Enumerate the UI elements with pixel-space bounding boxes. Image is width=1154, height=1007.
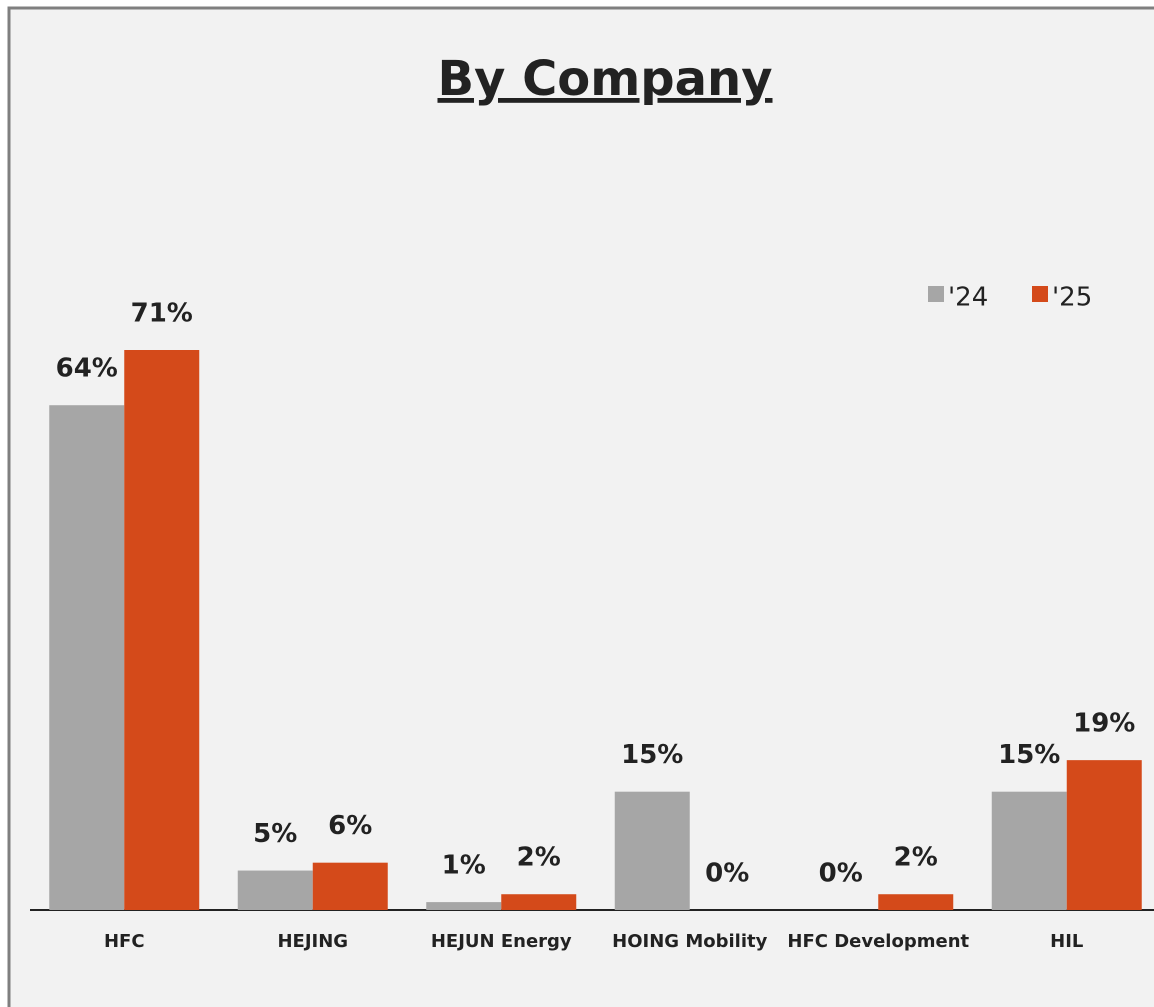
- x-tick-label: HIL: [1050, 931, 1083, 952]
- legend-label: '25: [1052, 283, 1092, 313]
- value-label: 15%: [998, 740, 1060, 770]
- value-label: 6%: [328, 811, 372, 841]
- bar: [124, 350, 200, 910]
- bar: [1066, 760, 1142, 910]
- value-label: 15%: [621, 740, 683, 770]
- bar: [426, 902, 502, 910]
- x-tick-label: HEJING: [277, 931, 348, 952]
- legend-swatch: [928, 286, 944, 302]
- legend-swatch: [1032, 286, 1048, 302]
- bar: [237, 870, 313, 910]
- bar: [991, 791, 1067, 910]
- bar: [501, 894, 577, 910]
- value-label: 64%: [56, 354, 118, 384]
- x-tick-label: HEJUN Energy: [431, 931, 572, 952]
- x-tick-label: HFC Development: [787, 931, 969, 952]
- x-tick-label: HFC: [104, 931, 145, 952]
- value-label: 5%: [253, 819, 297, 849]
- bar: [614, 791, 690, 910]
- value-label: 2%: [894, 843, 938, 873]
- value-label: 71%: [131, 299, 193, 329]
- value-label: 19%: [1073, 709, 1135, 739]
- chart-title: By Company: [437, 51, 772, 107]
- x-tick-label: HOING Mobility: [612, 931, 767, 952]
- bar: [878, 894, 954, 910]
- value-label: 1%: [442, 851, 486, 881]
- bar: [49, 405, 125, 910]
- bar: [312, 862, 388, 910]
- value-label: 0%: [819, 859, 863, 889]
- frame: [7, 6, 1154, 1007]
- value-label: 2%: [517, 843, 561, 873]
- legend-label: '24: [948, 283, 988, 313]
- value-label: 0%: [705, 859, 749, 889]
